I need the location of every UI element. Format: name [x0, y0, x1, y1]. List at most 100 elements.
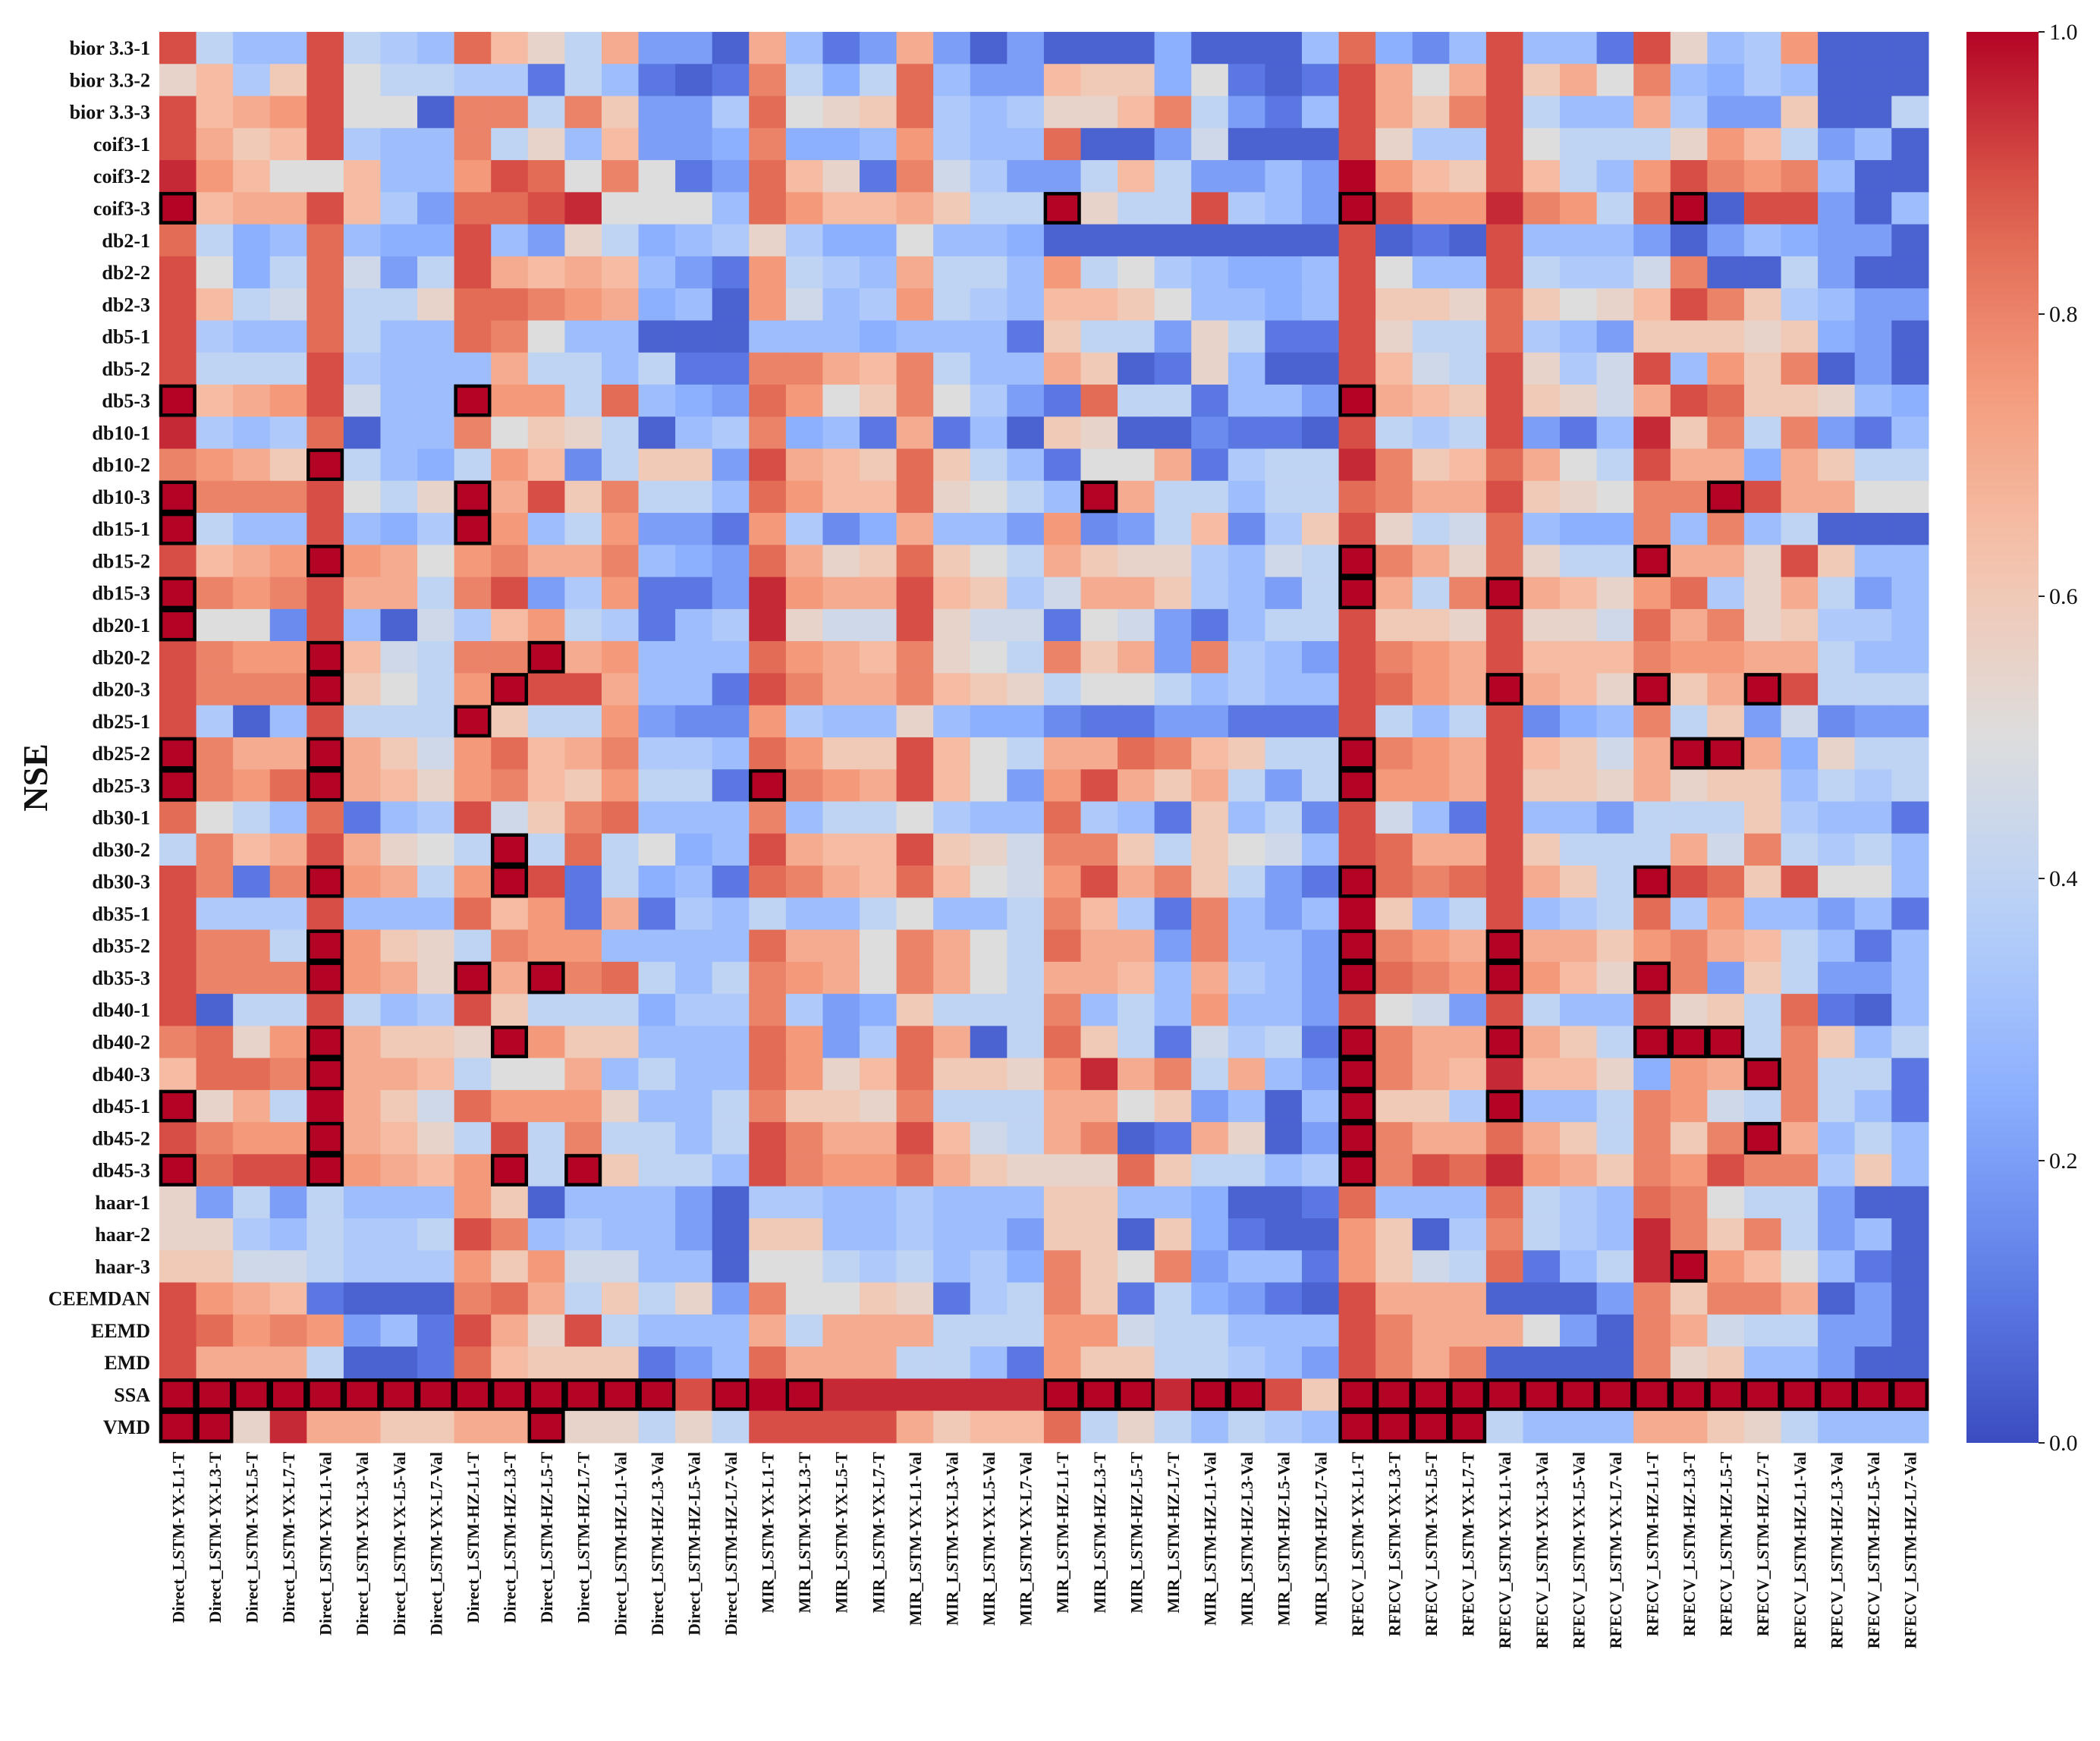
heatmap-cell [1375, 705, 1413, 738]
heatmap-cell [1007, 64, 1045, 97]
heatmap-cell [638, 737, 676, 770]
heatmap-cell [1412, 866, 1450, 898]
heatmap-cell [1154, 705, 1192, 738]
heatmap-cell [1891, 448, 1929, 482]
heatmap-cell [712, 352, 750, 385]
heatmap-cell [1154, 1314, 1192, 1347]
heatmap-cell [1633, 352, 1671, 385]
heatmap-cell [1338, 961, 1376, 995]
column-label: RFECV_LSTM-YX-L1-Val [1495, 1452, 1514, 1649]
heatmap-cell [712, 96, 750, 129]
heatmap-cell [564, 1154, 602, 1187]
heatmap-cell [1043, 897, 1082, 931]
heatmap-cell [638, 641, 676, 674]
heatmap-cell [380, 1122, 418, 1155]
heatmap-cell [454, 416, 492, 450]
heatmap-cell [1743, 416, 1782, 450]
heatmap-cell [860, 737, 898, 770]
heatmap-cell [1891, 416, 1929, 450]
heatmap-cell [896, 769, 934, 803]
heatmap-cell [527, 608, 565, 642]
heatmap-cell [675, 897, 713, 931]
heatmap-cell [1743, 641, 1782, 674]
heatmap-cell [454, 32, 492, 64]
heatmap-cell [1118, 737, 1155, 770]
heatmap-cell [343, 929, 382, 963]
heatmap-cell [1485, 961, 1524, 995]
heatmap-cell [933, 577, 971, 610]
heatmap-cell [1854, 608, 1892, 642]
heatmap-cell [749, 897, 787, 931]
heatmap-cell [159, 513, 197, 545]
heatmap-cell [749, 320, 787, 354]
heatmap-cell [1818, 513, 1856, 545]
heatmap-cell [1596, 384, 1634, 417]
heatmap-cell [196, 673, 234, 706]
heatmap-cell [343, 416, 382, 450]
heatmap-cell [491, 1250, 529, 1284]
heatmap-cell [933, 1314, 971, 1347]
heatmap-cell [1485, 866, 1524, 898]
heatmap-cell [1191, 384, 1229, 417]
heatmap-cell [601, 641, 640, 674]
heatmap-cell [1080, 1154, 1118, 1187]
heatmap-cell [1743, 545, 1782, 578]
heatmap-cell [822, 1218, 860, 1251]
heatmap-cell [454, 1250, 492, 1284]
heatmap-cell [1154, 769, 1192, 803]
heatmap-cell [380, 608, 418, 642]
heatmap-cell [1523, 192, 1561, 225]
heatmap-cell [1154, 994, 1192, 1026]
heatmap-cell [1670, 1057, 1708, 1091]
heatmap-cell [1118, 513, 1155, 545]
heatmap-cell [1265, 833, 1303, 866]
heatmap-cell [233, 1089, 271, 1123]
heatmap-cell [1891, 866, 1929, 898]
highlight-box [1228, 1378, 1265, 1411]
heatmap-cell [527, 801, 565, 834]
row-label: db10-3 [92, 486, 150, 508]
heatmap-cell [1338, 641, 1376, 674]
heatmap-cell [1560, 224, 1598, 257]
heatmap-cell [896, 160, 934, 193]
heatmap-cell [1043, 224, 1082, 257]
heatmap-cell [564, 833, 602, 866]
heatmap-cell [269, 1314, 307, 1347]
heatmap-cell [564, 224, 602, 257]
heatmap-cell [1633, 224, 1671, 257]
heatmap-cell [601, 961, 640, 995]
heatmap-cell [1781, 256, 1819, 289]
heatmap-cell [638, 1057, 676, 1091]
heatmap-cell [233, 1026, 271, 1059]
heatmap-cell [1449, 1378, 1487, 1412]
heatmap-cell [1154, 448, 1192, 482]
heatmap-cell [1412, 1347, 1450, 1379]
row-label: coif3-2 [93, 165, 150, 187]
heatmap-cell [1596, 897, 1634, 931]
heatmap-cell [1043, 1186, 1082, 1219]
heatmap-cell [1043, 1122, 1082, 1155]
heatmap-cell [564, 705, 602, 738]
heatmap-cell [1191, 1186, 1229, 1219]
heatmap-cell [749, 1122, 787, 1155]
heatmap-cell [417, 1154, 455, 1187]
heatmap-cell [1743, 737, 1782, 770]
heatmap-cell [1891, 1282, 1929, 1315]
heatmap-cell [1265, 737, 1303, 770]
heatmap-cell [1191, 320, 1229, 354]
heatmap-cell [822, 1122, 860, 1155]
heatmap-cell [159, 608, 197, 642]
heatmap-cell [269, 1378, 307, 1412]
heatmap-cell [1891, 897, 1929, 931]
heatmap-cell [1596, 1410, 1634, 1444]
heatmap-cell [1891, 224, 1929, 257]
heatmap-cell [822, 1410, 860, 1444]
heatmap-cell [860, 352, 898, 385]
heatmap-cell [269, 737, 307, 770]
highlight-box [1485, 1026, 1523, 1058]
heatmap-cell [269, 705, 307, 738]
heatmap-cell [233, 416, 271, 450]
heatmap-cell [380, 384, 418, 417]
heatmap-cell [159, 994, 197, 1026]
heatmap-cell [1228, 320, 1265, 354]
